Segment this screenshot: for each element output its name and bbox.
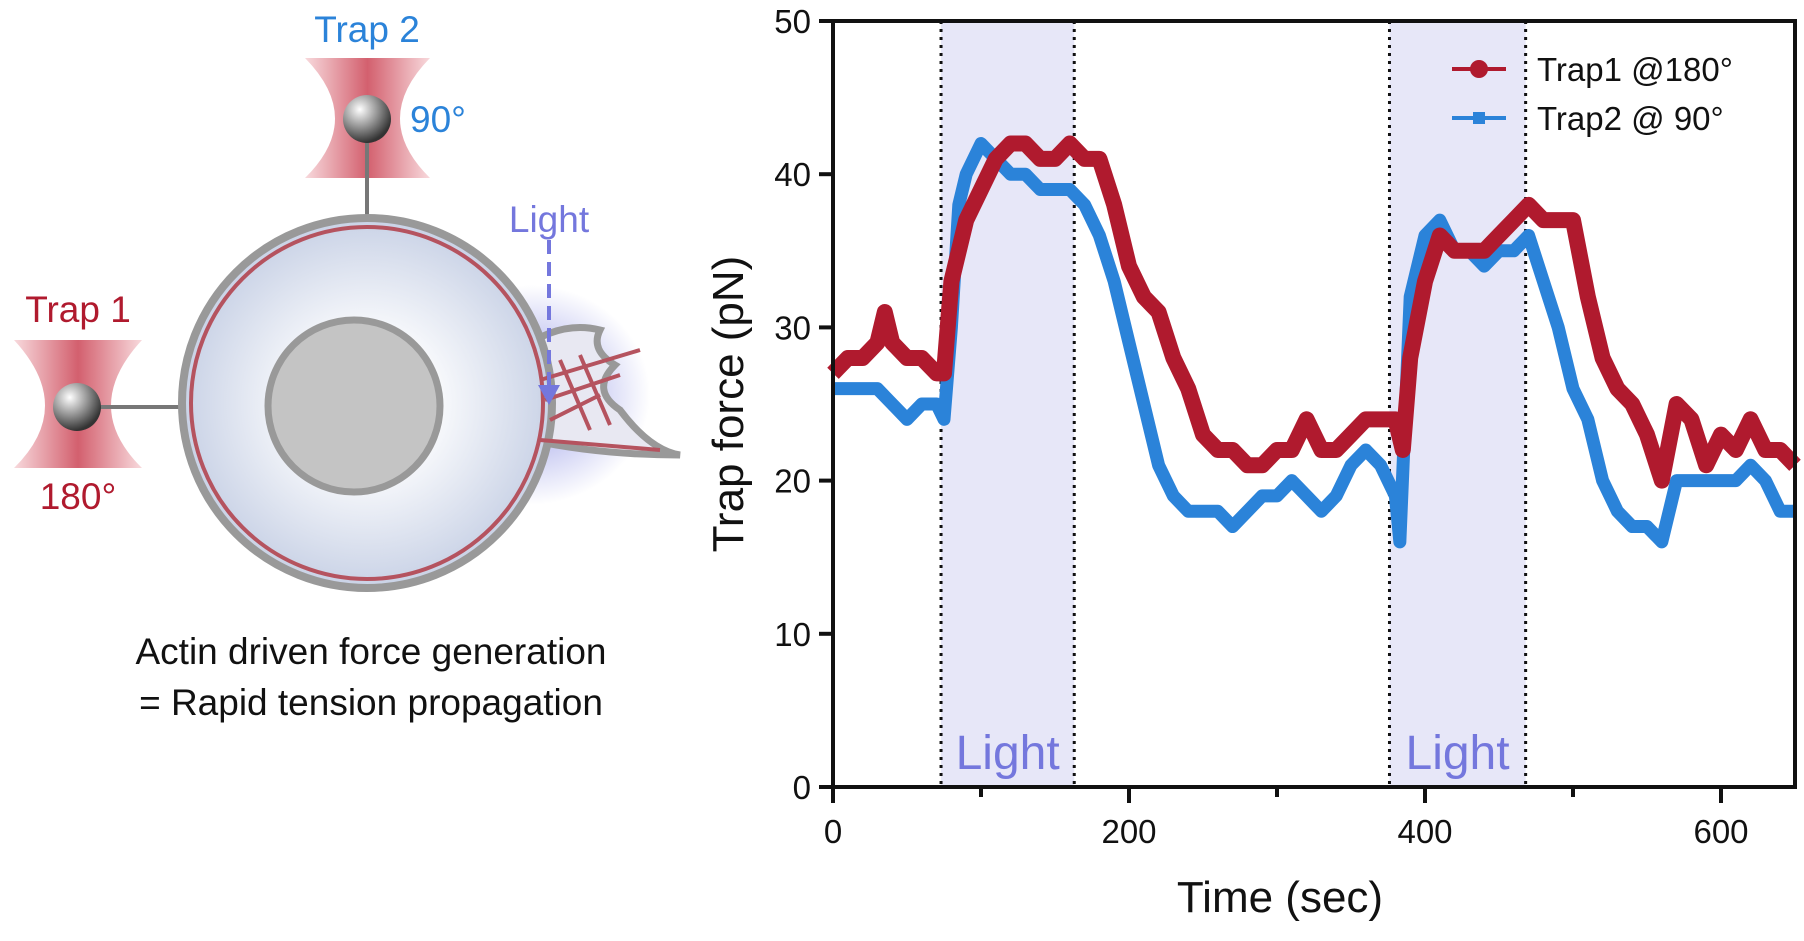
trap2-label: Trap 2 bbox=[314, 9, 420, 50]
caption-line2: = Rapid tension propagation bbox=[139, 682, 603, 723]
y-tick-label: 0 bbox=[793, 769, 811, 806]
light-label: Light bbox=[509, 199, 590, 240]
light-band-label: Light bbox=[956, 727, 1060, 780]
plot-frame bbox=[831, 19, 1797, 789]
x-tick-label: 0 bbox=[824, 813, 842, 850]
y-tick-label: 20 bbox=[774, 463, 811, 500]
legend-square-marker-icon bbox=[1473, 112, 1485, 124]
x-axis-title: Time (sec) bbox=[1177, 873, 1383, 922]
trap2-bead-icon bbox=[343, 95, 391, 143]
legend-label: Trap2 @ 90° bbox=[1537, 100, 1724, 137]
x-tick-label: 600 bbox=[1693, 813, 1748, 850]
protrusion bbox=[516, 324, 681, 459]
x-tick-label: 200 bbox=[1101, 813, 1156, 850]
y-axis-title: Trap force (pN) bbox=[704, 256, 753, 553]
actin-network bbox=[539, 348, 661, 452]
trap1-bead-icon bbox=[53, 383, 101, 431]
trap1-angle: 180° bbox=[40, 476, 117, 517]
y-tick-label: 10 bbox=[774, 616, 811, 653]
light-band bbox=[941, 21, 1075, 787]
series-line-1 bbox=[827, 135, 1801, 489]
y-tick-label: 50 bbox=[774, 3, 811, 40]
force-chart: Light Light 0 10 20 30 40 50 0 200 400 600 Trap fo… bbox=[704, 3, 1801, 922]
legend: Trap1 @180° Trap2 @ 90° bbox=[1452, 51, 1733, 137]
y-tick-label: 40 bbox=[774, 156, 811, 193]
legend-label: Trap1 @180° bbox=[1537, 51, 1733, 88]
y-tick-label: 30 bbox=[774, 309, 811, 346]
cell-diagram: Trap 2 90° Light Trap 1 180° Actin drive… bbox=[14, 9, 681, 723]
nucleus bbox=[264, 316, 444, 496]
caption-line1: Actin driven force generation bbox=[136, 631, 607, 672]
series-line-2 bbox=[833, 137, 1795, 549]
light-band-label: Light bbox=[1406, 727, 1510, 780]
x-tick-label: 400 bbox=[1397, 813, 1452, 850]
trap1-label: Trap 1 bbox=[25, 289, 131, 330]
legend-circle-marker-icon bbox=[1470, 60, 1488, 78]
trap2-angle: 90° bbox=[410, 99, 466, 140]
